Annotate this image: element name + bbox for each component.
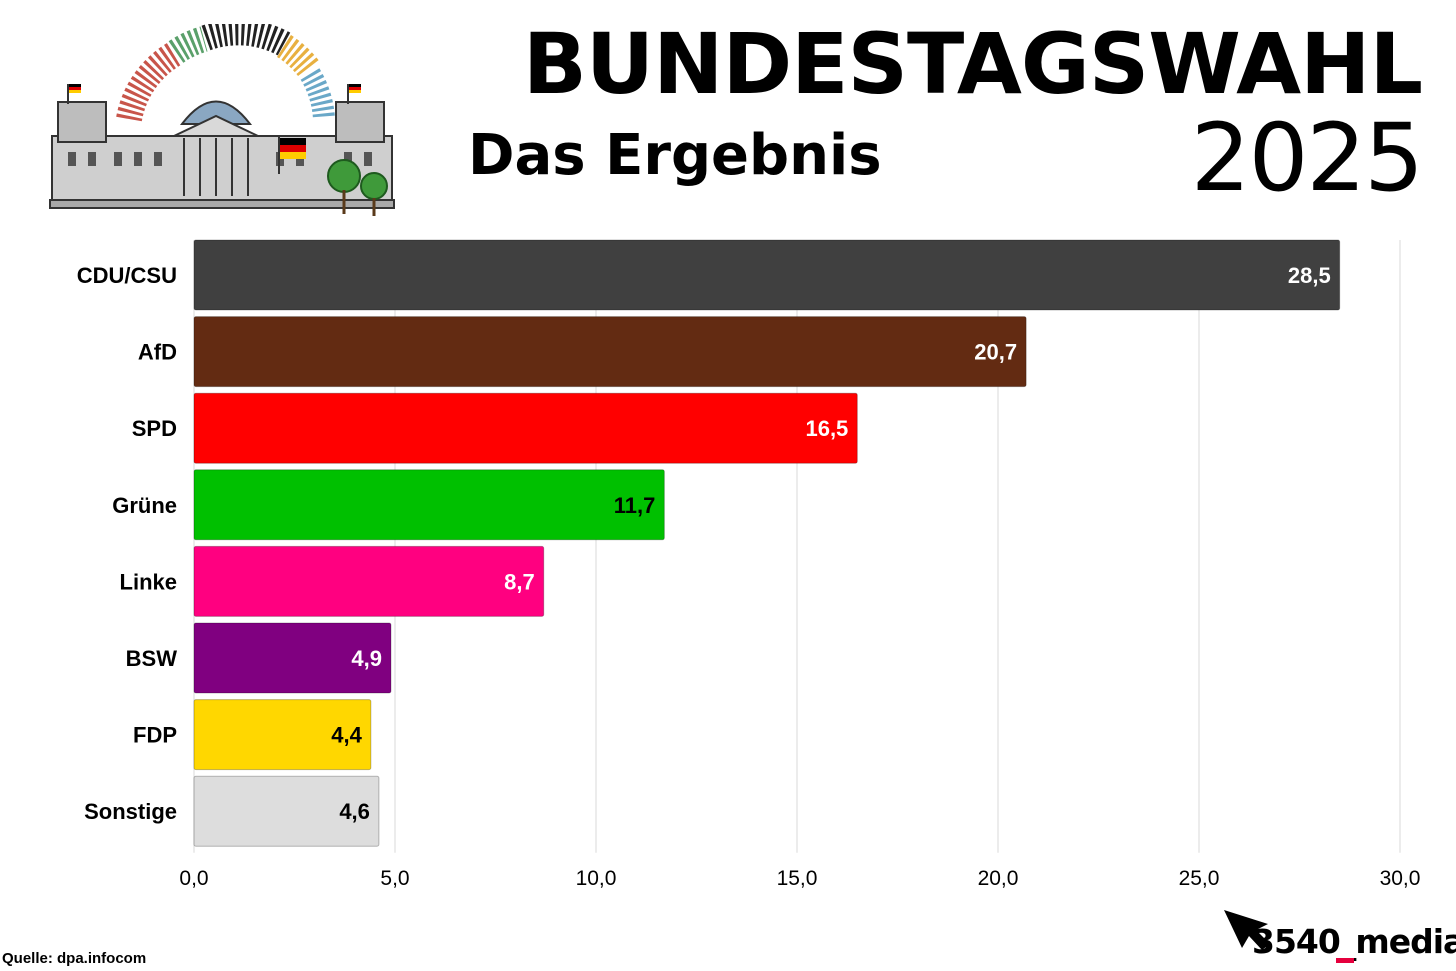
value-label-2: 16,5 [805,416,848,441]
brand-logo-text: 3540_media [1252,922,1456,961]
value-label-4: 8,7 [504,569,535,594]
category-label-4: Linke [120,569,177,594]
source-note: Quelle: dpa.infocom [2,950,147,967]
bar-0 [193,239,1341,311]
category-label-3: Grüne [112,493,177,518]
x-tick-label-5: 25,0 [1179,867,1220,890]
title-year: 2025 [1190,104,1424,213]
category-label-7: Sonstige [84,799,177,824]
bar-7 [193,775,380,847]
page-subtitle: Das Ergebnis [468,123,882,188]
bar-5 [193,622,392,694]
x-tick-label-6: 30,0 [1380,867,1421,890]
value-label-6: 4,4 [331,723,362,748]
x-tick-label-3: 15,0 [777,867,818,890]
category-label-6: FDP [133,723,177,748]
bar-1 [193,316,1027,388]
value-label-1: 20,7 [974,340,1017,365]
value-label-5: 4,9 [351,646,382,671]
x-tick-label-2: 10,0 [576,867,617,890]
page-title: BUNDESTAGSWAHL [522,15,1423,113]
x-tick-label-4: 20,0 [978,867,1019,890]
german-flag-icon [278,136,306,174]
category-label-2: SPD [132,416,177,441]
category-label-5: BSW [126,646,178,671]
value-label-7: 4,6 [339,799,370,824]
x-tick-label-1: 5,0 [380,867,409,890]
parliament-seats-icon [116,24,335,122]
value-label-0: 28,5 [1288,263,1331,288]
category-label-0: CDU/CSU [77,263,177,288]
x-tick-label-0: 0,0 [179,867,208,890]
bar-6 [193,699,372,771]
bar-2 [193,392,858,464]
cursor-arrow-icon [1224,910,1270,950]
reichstag-illustration [49,24,395,216]
bar-4 [193,545,545,617]
category-label-1: AfD [138,340,177,365]
brand-logo [1224,910,1270,950]
brand-logo-accent [1336,958,1354,963]
value-label-3: 11,7 [614,493,656,518]
bar-3 [193,469,665,541]
